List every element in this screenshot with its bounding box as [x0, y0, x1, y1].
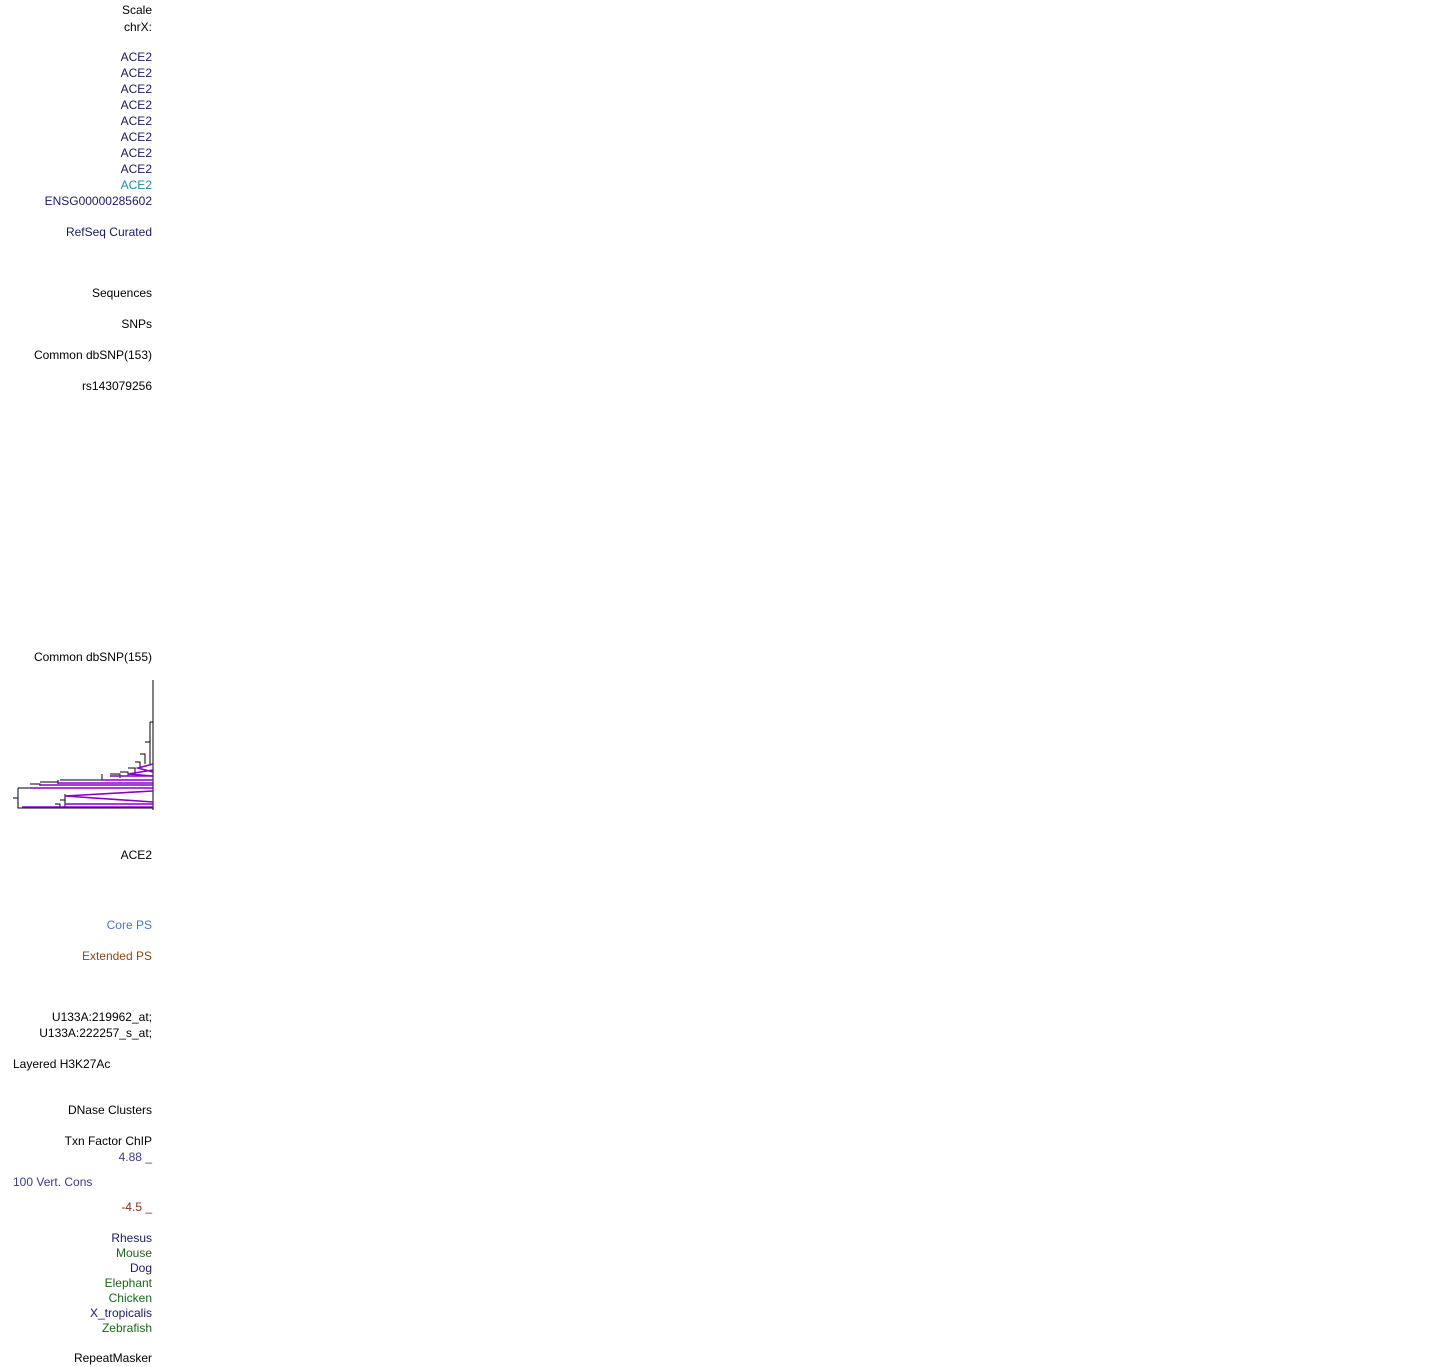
cons-min-value: -4.5 _ [121, 1200, 152, 1214]
species-tree-diagram [13, 680, 154, 810]
u133a-222257-label[interactable]: U133A:222257_s_at; [39, 1026, 152, 1040]
u133a-219962-label[interactable]: U133A:219962_at; [51, 1010, 152, 1024]
species-label-mouse[interactable]: Mouse [115, 1246, 152, 1260]
ace2-transcript-label[interactable]: ACE2 [120, 162, 152, 176]
dbsnp153-label[interactable]: Common dbSNP(153) [33, 348, 152, 362]
ace2-transcript-label[interactable]: ACE2 [120, 130, 152, 144]
sequences-label[interactable]: Sequences [91, 286, 152, 300]
ace2-transcript-label[interactable]: ACE2 [120, 146, 152, 160]
txn-factor-chip-label[interactable]: Txn Factor ChIP [64, 1134, 152, 1148]
species-label-elephant[interactable]: Elephant [104, 1276, 152, 1290]
species-label-x-tropicalis[interactable]: X_tropicalis [89, 1306, 152, 1320]
dbsnp155-label[interactable]: Common dbSNP(155) [33, 650, 152, 664]
ensg-label[interactable]: ENSG00000285602 [44, 194, 152, 208]
ace2-transcript-label[interactable]: ACE2 [120, 50, 152, 64]
ace2-gene-label[interactable]: ACE2 [120, 848, 152, 862]
species-label-rhesus[interactable]: Rhesus [111, 1231, 152, 1245]
cons-max-value: 4.88 _ [118, 1150, 152, 1164]
species-label-zebrafish[interactable]: Zebrafish [101, 1321, 152, 1335]
rs143079256-label[interactable]: rs143079256 [81, 379, 152, 393]
ace2-transcript-label[interactable]: ACE2 [120, 98, 152, 112]
dnase-clusters-label[interactable]: DNase Clusters [67, 1103, 152, 1117]
species-label-chicken[interactable]: Chicken [108, 1291, 152, 1305]
scale-label[interactable]: Scale [121, 3, 152, 17]
ace2-transcript-label[interactable]: ACE2 [120, 66, 152, 80]
repeatmasker-label[interactable]: RepeatMasker [73, 1351, 152, 1365]
extended-ps-label[interactable]: Extended PS [81, 949, 152, 963]
core-ps-label[interactable]: Core PS [106, 918, 152, 932]
refseq-curated-label[interactable]: RefSeq Curated [65, 225, 152, 239]
ace2-transcript-label[interactable]: ACE2 [120, 82, 152, 96]
ace2-transcript-label[interactable]: ACE2 [120, 114, 152, 128]
vert-cons-label[interactable]: 100 Vert. Cons [13, 1175, 93, 1189]
species-label-dog[interactable]: Dog [129, 1261, 152, 1275]
snps-label[interactable]: SNPs [121, 317, 152, 331]
ace2-transcript-label[interactable]: ACE2 [120, 178, 152, 192]
chrom-label[interactable]: chrX: [123, 20, 152, 34]
layered-h3k27ac-label[interactable]: Layered H3K27Ac [13, 1057, 111, 1071]
